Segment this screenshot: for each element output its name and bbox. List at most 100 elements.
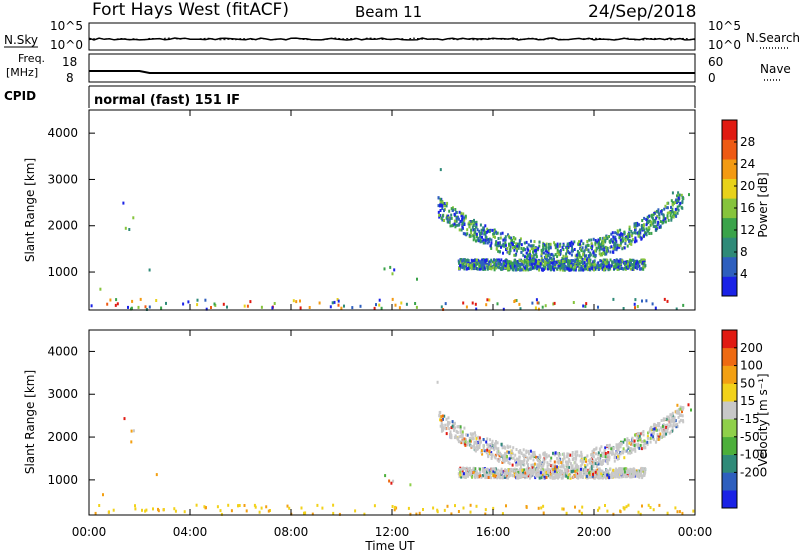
data-cell: [459, 427, 462, 431]
data-cell: [515, 242, 518, 246]
data-cell: [492, 506, 495, 510]
data-cell: [532, 458, 535, 462]
data-cell: [530, 454, 533, 458]
data-cell: [535, 255, 538, 259]
data-cell: [592, 448, 595, 452]
data-cell: [656, 436, 659, 440]
data-cell: [363, 512, 366, 516]
data-cell: [501, 244, 504, 248]
data-cell: [488, 450, 491, 453]
data-cell: [551, 473, 554, 477]
data-cell: [205, 506, 207, 510]
data-cell: [549, 246, 552, 250]
data-cell: [116, 302, 119, 306]
data-cell: [474, 476, 477, 480]
data-cell: [444, 302, 447, 306]
data-cell: [675, 214, 678, 218]
data-cell: [666, 214, 669, 218]
data-cell: [619, 467, 622, 471]
data-cell: [601, 455, 604, 458]
data-cell: [196, 298, 199, 302]
data-cell: [578, 251, 581, 255]
data-cell: [443, 209, 445, 213]
data-cell: [508, 251, 511, 254]
data-cell: [656, 433, 659, 437]
data-cell: [384, 474, 387, 478]
data-cell: [638, 260, 641, 264]
data-cell: [439, 168, 442, 172]
data-cell: [457, 425, 460, 429]
data-cell: [473, 218, 475, 222]
data-cell: [666, 206, 669, 210]
data-cell: [646, 215, 649, 219]
data-cell: [477, 441, 480, 444]
data-cell: [621, 450, 624, 454]
data-cell: [445, 432, 448, 436]
data-cell: [583, 457, 586, 461]
data-cell: [542, 264, 545, 268]
data-cell: [682, 303, 685, 307]
data-cell: [522, 248, 525, 252]
data-cell: [680, 193, 683, 197]
data-cell: [591, 266, 594, 270]
data-cell: [642, 444, 645, 447]
data-cell: [475, 235, 478, 239]
data-cell: [463, 264, 466, 268]
data-cell: [486, 229, 489, 233]
data-cell: [647, 431, 649, 435]
data-cell: [566, 452, 569, 456]
data-cell: [625, 473, 628, 477]
data-cell: [558, 244, 561, 248]
nsky-panel-frame: [88, 22, 696, 51]
data-cell: [528, 452, 531, 456]
data-cell: [670, 218, 673, 222]
data-cell: [584, 304, 587, 308]
data-cell: [564, 255, 567, 259]
data-cell: [471, 259, 474, 263]
data-cell: [625, 469, 628, 473]
data-cell: [624, 449, 627, 453]
data-cell: [616, 447, 619, 451]
data-cell: [645, 227, 648, 231]
data-cell: [511, 241, 513, 245]
data-cell: [467, 259, 470, 263]
data-cell: [613, 247, 616, 251]
data-cell: [556, 244, 559, 248]
data-cell: [523, 474, 526, 478]
data-cell: [612, 470, 615, 474]
data-cell: [447, 420, 449, 424]
data-cell: [134, 504, 136, 508]
data-cell: [596, 463, 599, 467]
data-cell: [629, 467, 632, 471]
data-cell: [642, 469, 645, 473]
data-cell: [576, 263, 579, 267]
data-cell: [609, 246, 612, 250]
data-cell: [496, 231, 499, 235]
data-cell: [502, 251, 504, 255]
data-cell: [634, 306, 636, 310]
data-cell: [631, 231, 634, 235]
data-cell: [593, 476, 596, 480]
data-cell: [534, 249, 537, 253]
data-cell: [391, 297, 394, 301]
data-cell: [588, 238, 591, 242]
data-cell: [560, 465, 563, 469]
data-cell: [566, 455, 569, 459]
data-cell: [482, 447, 485, 451]
data-cell: [450, 512, 453, 516]
data-cell: [543, 259, 545, 263]
data-cell: [628, 239, 630, 243]
data-cell: [648, 232, 651, 235]
data-cell: [595, 446, 598, 450]
data-cell: [651, 302, 654, 306]
data-cell: [476, 475, 479, 479]
data-cell: [515, 265, 518, 269]
data-cell: [587, 459, 590, 463]
data-cell: [438, 215, 441, 219]
data-cell: [515, 457, 518, 461]
data-cell: [609, 467, 612, 471]
x-tick-label: 08:00: [274, 525, 309, 539]
data-cell: [650, 428, 653, 432]
data-cell: [506, 259, 509, 263]
